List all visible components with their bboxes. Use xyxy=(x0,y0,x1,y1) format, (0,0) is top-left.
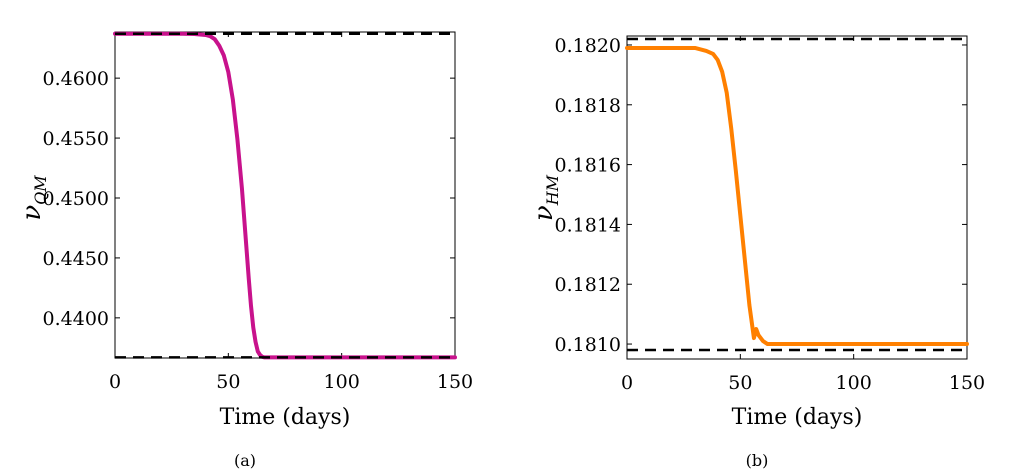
x-tick-label: 100 xyxy=(324,371,360,393)
x-axis-label: Time (days) xyxy=(732,405,863,430)
panel-caption: (b) xyxy=(746,451,769,470)
y-tick-label: 0.1810 xyxy=(555,334,621,356)
plot-frame xyxy=(626,35,968,360)
x-axis-label: Time (days) xyxy=(220,405,351,430)
y-tick-label: 0.4450 xyxy=(43,248,109,270)
series-line xyxy=(625,45,969,347)
y-tick-label: 0.1812 xyxy=(555,274,621,296)
x-tick-label: 0 xyxy=(109,371,121,393)
y-tick-label: 0.4600 xyxy=(43,68,109,90)
y-tick-label: 0.4500 xyxy=(43,188,109,210)
panel-caption: (a) xyxy=(234,451,256,470)
y-tick-label: 0.1820 xyxy=(555,35,621,57)
y-tick-label: 0.4550 xyxy=(43,128,109,150)
series-line xyxy=(113,31,457,360)
chart-panel-b: 0.1810 0.1812 0.1814 0.1816 0.1818 0.1820 0 50 1… xyxy=(529,35,985,470)
y-axis-label: νQM xyxy=(17,175,50,221)
y-axis-label-symbol: ν xyxy=(529,205,559,221)
x-tick-label: 50 xyxy=(216,371,240,393)
y-tick-label: 0.1816 xyxy=(555,155,621,177)
x-tick-label: 0 xyxy=(621,372,633,394)
x-tick-label: 150 xyxy=(437,371,473,393)
y-axis-label: νHM xyxy=(529,174,562,221)
plot-frame xyxy=(114,31,456,359)
y-tick-label: 0.1814 xyxy=(555,214,621,236)
x-tick-label: 150 xyxy=(949,372,985,394)
y-tick-label: 0.1818 xyxy=(555,95,621,117)
x-tick-label: 100 xyxy=(836,372,872,394)
y-axis-label-subscript: QM xyxy=(31,175,50,205)
x-tick-label: 50 xyxy=(728,372,752,394)
y-axis-label-symbol: ν xyxy=(17,205,47,221)
y-tick-label: 0.4400 xyxy=(43,308,109,330)
chart-panel-a: 0.4400 0.4450 0.4500 0.4550 0.4600 0 50 100 150 T… xyxy=(17,31,473,470)
y-axis-label-subscript: HM xyxy=(543,174,562,206)
